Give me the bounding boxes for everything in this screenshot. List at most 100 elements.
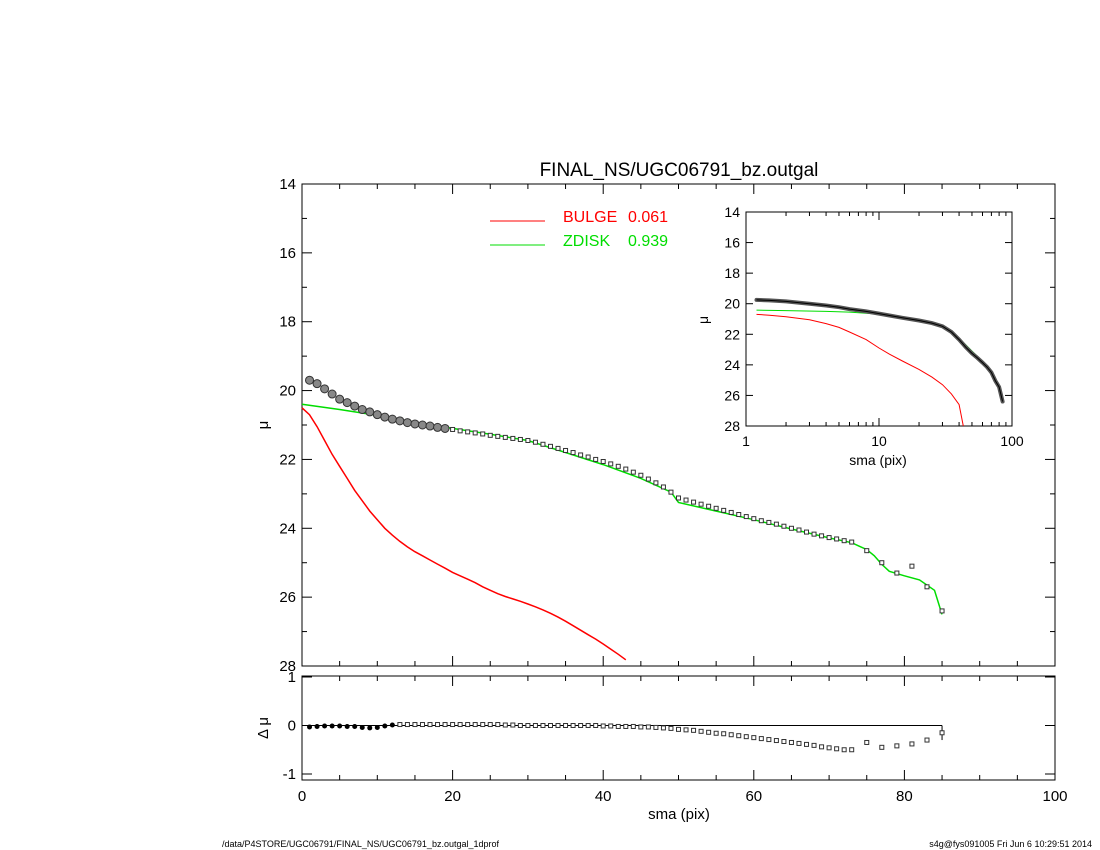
residual-point: [645, 724, 651, 730]
residual-point: [585, 723, 591, 728]
residual-point: [329, 723, 335, 729]
residual-point: [743, 734, 749, 740]
residual-point: [841, 747, 847, 753]
residual-point: [465, 722, 471, 728]
residual-point: [924, 737, 930, 743]
data-point: [335, 394, 345, 404]
residual-point: [495, 722, 501, 728]
data-point: [365, 407, 375, 417]
data-point: [357, 405, 367, 415]
residual-point: [427, 722, 433, 728]
inset-y-tick-label: 22: [724, 326, 740, 342]
residual-point: [397, 722, 403, 728]
residual-point: [751, 735, 757, 741]
data-point: [638, 472, 644, 478]
residual-point: [450, 722, 456, 728]
data-point: [826, 535, 832, 541]
data-point: [630, 469, 636, 475]
residual-x-tick-label: 100: [1042, 788, 1067, 805]
main-y-tick-label: 26: [279, 589, 296, 606]
legend: BULGE 0.061 ZDISK 0.939: [490, 209, 668, 250]
residual-point: [615, 723, 621, 729]
residual-point: [389, 722, 395, 728]
residual-point: [322, 723, 328, 729]
main-y-tick-label: 24: [279, 520, 296, 537]
residual-point: [676, 726, 681, 732]
residual-point: [480, 722, 486, 728]
residual-point: [404, 722, 410, 728]
inset-x-tick-label: 10: [871, 433, 887, 449]
residual-series: [302, 722, 945, 753]
data-point: [721, 507, 727, 513]
data-point: [864, 548, 870, 554]
data-point: [472, 430, 478, 436]
residual-point: [344, 723, 350, 729]
residual-point: [555, 723, 561, 728]
inset-y-tick-label: 14: [724, 204, 740, 220]
data-point: [713, 505, 719, 511]
main-y-tick-label: 16: [279, 245, 296, 262]
inset-axis-ticks: 14 16 18 20 22 24 26 281 10 100: [724, 204, 1023, 449]
footer-file-path: /data/P4STORE/UGC06791/FINAL_NS/UGC06791…: [222, 839, 499, 849]
residual-point: [909, 741, 915, 747]
data-point: [615, 463, 621, 469]
residual-point: [638, 724, 644, 730]
footer-timestamp: s4g@fys091005 Fri Jun 6 10:29:51 2014: [929, 839, 1092, 849]
residual-point: [811, 742, 817, 748]
main-axis-ticks: 14 16 18 20 22 24 26 28: [279, 176, 1056, 675]
data-point: [480, 431, 486, 437]
data-point: [834, 536, 840, 542]
data-point: [804, 529, 810, 535]
data-point: [440, 423, 450, 433]
residual-point: [781, 739, 787, 745]
data-point: [706, 503, 712, 509]
residual-point: [337, 723, 343, 729]
data-point: [758, 518, 764, 524]
data-point: [766, 519, 772, 525]
data-point: [773, 521, 779, 527]
data-point: [676, 495, 681, 501]
residual-point: [736, 733, 742, 739]
data-point: [691, 499, 697, 505]
data-point: [698, 501, 704, 507]
data-point: [819, 533, 825, 539]
residual-point: [472, 722, 478, 728]
data-point: [593, 456, 599, 462]
inset-y-tick-label: 18: [724, 265, 740, 281]
data-point: [517, 436, 523, 442]
residual-point: [894, 743, 900, 749]
inset-y-axis-label: μ: [695, 316, 711, 324]
legend-label-bulge: BULGE: [563, 209, 617, 226]
residual-point: [834, 746, 840, 752]
data-point: [410, 419, 420, 429]
residual-point: [879, 744, 885, 750]
inset-x-tick-label: 100: [1000, 433, 1024, 449]
residual-point: [517, 723, 523, 728]
residual-point: [691, 727, 697, 733]
residual-point: [713, 730, 719, 736]
residual-point: [367, 725, 373, 731]
data-point: [788, 525, 794, 531]
residual-point: [593, 723, 599, 728]
residual-point: [525, 723, 531, 728]
data-point: [450, 426, 456, 432]
residual-point: [359, 724, 365, 730]
data-point: [402, 418, 412, 428]
residual-y-axis-label: Δ μ: [255, 717, 272, 739]
main-series: [301, 375, 945, 661]
data-point: [894, 570, 900, 576]
data-point: [433, 422, 443, 432]
inset-y-tick-label: 20: [724, 296, 740, 312]
residual-point: [307, 724, 313, 730]
data-point: [781, 523, 787, 529]
residual-point: [773, 738, 779, 744]
data-point: [728, 509, 734, 515]
main-y-tick-label: 20: [279, 383, 296, 400]
data-point: [417, 420, 427, 430]
residual-point: [728, 732, 734, 738]
data-point: [811, 531, 817, 537]
data-point: [585, 454, 591, 460]
residual-point: [796, 740, 802, 746]
residual-point: [547, 723, 553, 728]
data-point: [457, 428, 463, 434]
